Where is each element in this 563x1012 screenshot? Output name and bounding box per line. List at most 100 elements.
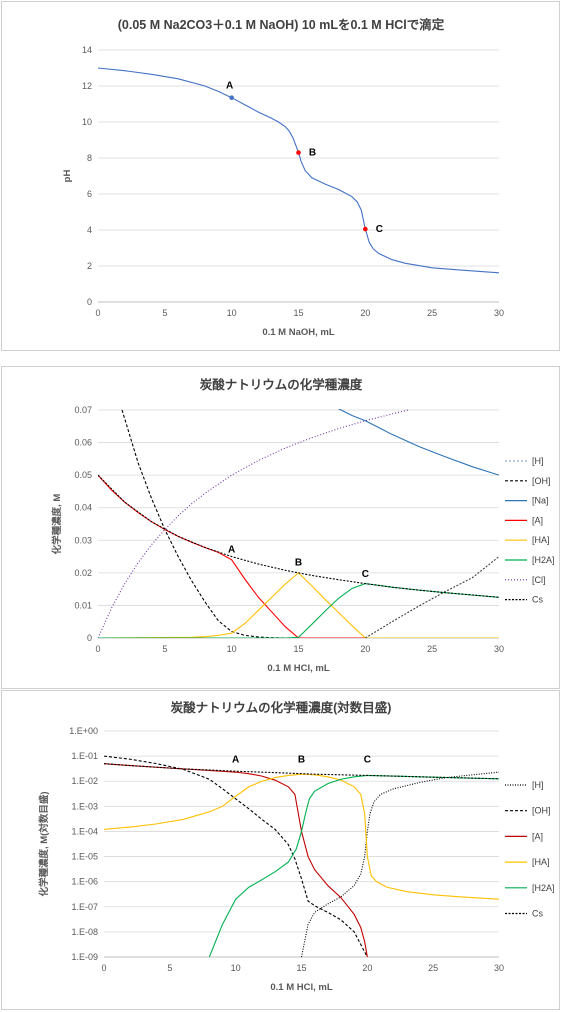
x-tick-label: 15 (293, 308, 303, 318)
series-line-unnamed (98, 67, 499, 274)
series-line-a (104, 763, 368, 957)
y-axis-label: pH (62, 170, 73, 183)
legend-entry: [Cl] (532, 575, 546, 585)
y-axis-label: 化学種濃度, M(対数目盛) (38, 791, 50, 896)
data-point-c (363, 226, 368, 232)
point-label-b: B (298, 755, 305, 766)
y-tick-label: 1.E-03 (71, 801, 98, 811)
y-tick-label: 6 (87, 189, 92, 199)
x-tick-label: 5 (162, 308, 167, 318)
x-tick-label: 25 (427, 308, 437, 318)
y-tick-label: 0 (87, 297, 92, 307)
y-tick-label: 12 (82, 81, 92, 91)
series-line-cs (98, 474, 499, 598)
x-tick-label: 30 (494, 644, 504, 654)
x-tick-label: 15 (293, 644, 303, 654)
series-line-cs (104, 763, 499, 780)
ph-titration-chart-panel: (0.05 M Na2CO3＋0.1 M NaOH) 10 mLを0.1 M H… (1, 1, 560, 351)
series-line-oh (121, 409, 299, 638)
y-tick-label: 1.E-04 (71, 826, 98, 836)
y-tick-label: 14 (82, 45, 92, 55)
legend: [H] [OH] [Na] [A] [HA] [H2A] [Cl] Cs (505, 456, 555, 605)
legend-entry: [HA] (532, 857, 550, 867)
legend-entry: [H2A] (532, 883, 555, 893)
data-point-b (296, 150, 301, 155)
legend-entry: [H2A] (532, 555, 555, 565)
species-log-concentration-chart: 炭酸ナトリウムの化学種濃度(対数目盛) 1.E-09 1.E-08 1.E-07 1.E… (38, 700, 555, 993)
x-tick-label: 20 (360, 308, 370, 318)
x-axis-label: 0.1 M HCl, mL (270, 982, 332, 993)
x-tick-label: 0 (101, 963, 106, 973)
legend: [H] [OH] [A] [HA] [H2A] Cs (505, 780, 555, 919)
ph-titration-chart: (0.05 M Na2CO3＋0.1 M NaOH) 10 mLを0.1 M H… (62, 17, 504, 338)
y-tick-label: 4 (87, 225, 92, 235)
x-tick-label: 0 (95, 308, 100, 318)
legend-entry: [H] (532, 780, 544, 790)
y-tick-label: 1.E-08 (71, 927, 98, 937)
x-tick-label: 25 (428, 963, 438, 973)
y-tick-label: 2 (87, 261, 92, 271)
legend-entry: Cs (532, 909, 543, 919)
x-tick-label: 10 (227, 308, 237, 318)
legend-entry: [A] (532, 515, 543, 525)
species-log-concentration-chart-panel: 炭酸ナトリウムの化学種濃度(対数目盛) 1.E-09 1.E-08 1.E-07 1.E… (1, 690, 560, 1010)
legend-entry: Cs (532, 595, 543, 605)
point-label-c: C (376, 224, 383, 235)
y-tick-label: 10 (82, 117, 92, 127)
point-label-c: C (364, 755, 371, 766)
x-tick-label: 5 (167, 963, 172, 973)
point-label-a: A (226, 81, 233, 92)
chart-title: 炭酸ナトリウムの化学種濃度 (200, 377, 363, 392)
x-tick-label: 0 (95, 644, 100, 654)
series-group (98, 409, 499, 638)
series-line-cl (98, 409, 409, 638)
gridlines (98, 49, 499, 303)
legend-entry: [H] (532, 456, 544, 466)
legend-entry: [HA] (532, 535, 550, 545)
y-tick-label: 1.E-06 (71, 877, 98, 887)
y-tick-label: 0.03 (74, 535, 92, 545)
x-axis-label: 0.1 M NaOH, mL (262, 327, 335, 338)
point-label-c: C (362, 569, 369, 580)
series-group (104, 755, 499, 957)
series-line-ha (98, 572, 499, 638)
y-tick-label: 0.05 (74, 470, 92, 480)
x-tick-label: 10 (231, 963, 241, 973)
y-tick-label: 1.E+00 (69, 726, 98, 736)
y-tick-label: 0.06 (74, 438, 92, 448)
x-tick-label: 5 (162, 644, 167, 654)
y-tick-label: 0.04 (74, 503, 92, 513)
gridlines (98, 409, 499, 639)
point-label-a: A (228, 545, 235, 556)
point-label-b: B (309, 148, 316, 159)
y-tick-label: 0.07 (74, 405, 92, 415)
chart-title: (0.05 M Na2CO3＋0.1 M NaOH) 10 mLを0.1 M H… (118, 17, 445, 32)
y-axis-label: 化学種濃度, M (51, 494, 63, 555)
y-tick-label: 1.E-09 (71, 952, 98, 962)
series-line-h (300, 771, 499, 957)
series-group (98, 67, 499, 274)
x-tick-label: 10 (227, 644, 237, 654)
y-tick-label: 0.02 (74, 568, 92, 578)
series-line-na (337, 409, 499, 476)
species-concentration-chart: 炭酸ナトリウムの化学種濃度 0 0.01 0.02 0.03 0.04 0.05 0.06 0.… (51, 377, 555, 674)
data-point-a (229, 95, 234, 100)
y-tick-label: 0 (87, 633, 92, 643)
legend-entry: [OH] (532, 806, 551, 816)
species-concentration-chart-panel: 炭酸ナトリウムの化学種濃度 0 0.01 0.02 0.03 0.04 0.05 0.06 0.… (1, 366, 560, 689)
series-line-a (98, 474, 499, 638)
legend-entry: [Na] (532, 496, 549, 506)
legend-entry: [OH] (532, 476, 551, 486)
x-tick-label: 20 (360, 644, 370, 654)
x-tick-label: 25 (427, 644, 437, 654)
series-line-h2a (208, 774, 499, 957)
x-tick-label: 20 (362, 963, 372, 973)
legend-entry: [A] (532, 831, 543, 841)
point-label-b: B (295, 558, 302, 569)
y-tick-label: 1.E-07 (71, 902, 98, 912)
y-tick-label: 1.E-05 (71, 852, 98, 862)
y-tick-label: 1.E-01 (71, 751, 98, 761)
x-tick-label: 15 (296, 963, 306, 973)
x-axis-label: 0.1 M HCl, mL (267, 663, 329, 674)
x-tick-label: 30 (494, 963, 504, 973)
